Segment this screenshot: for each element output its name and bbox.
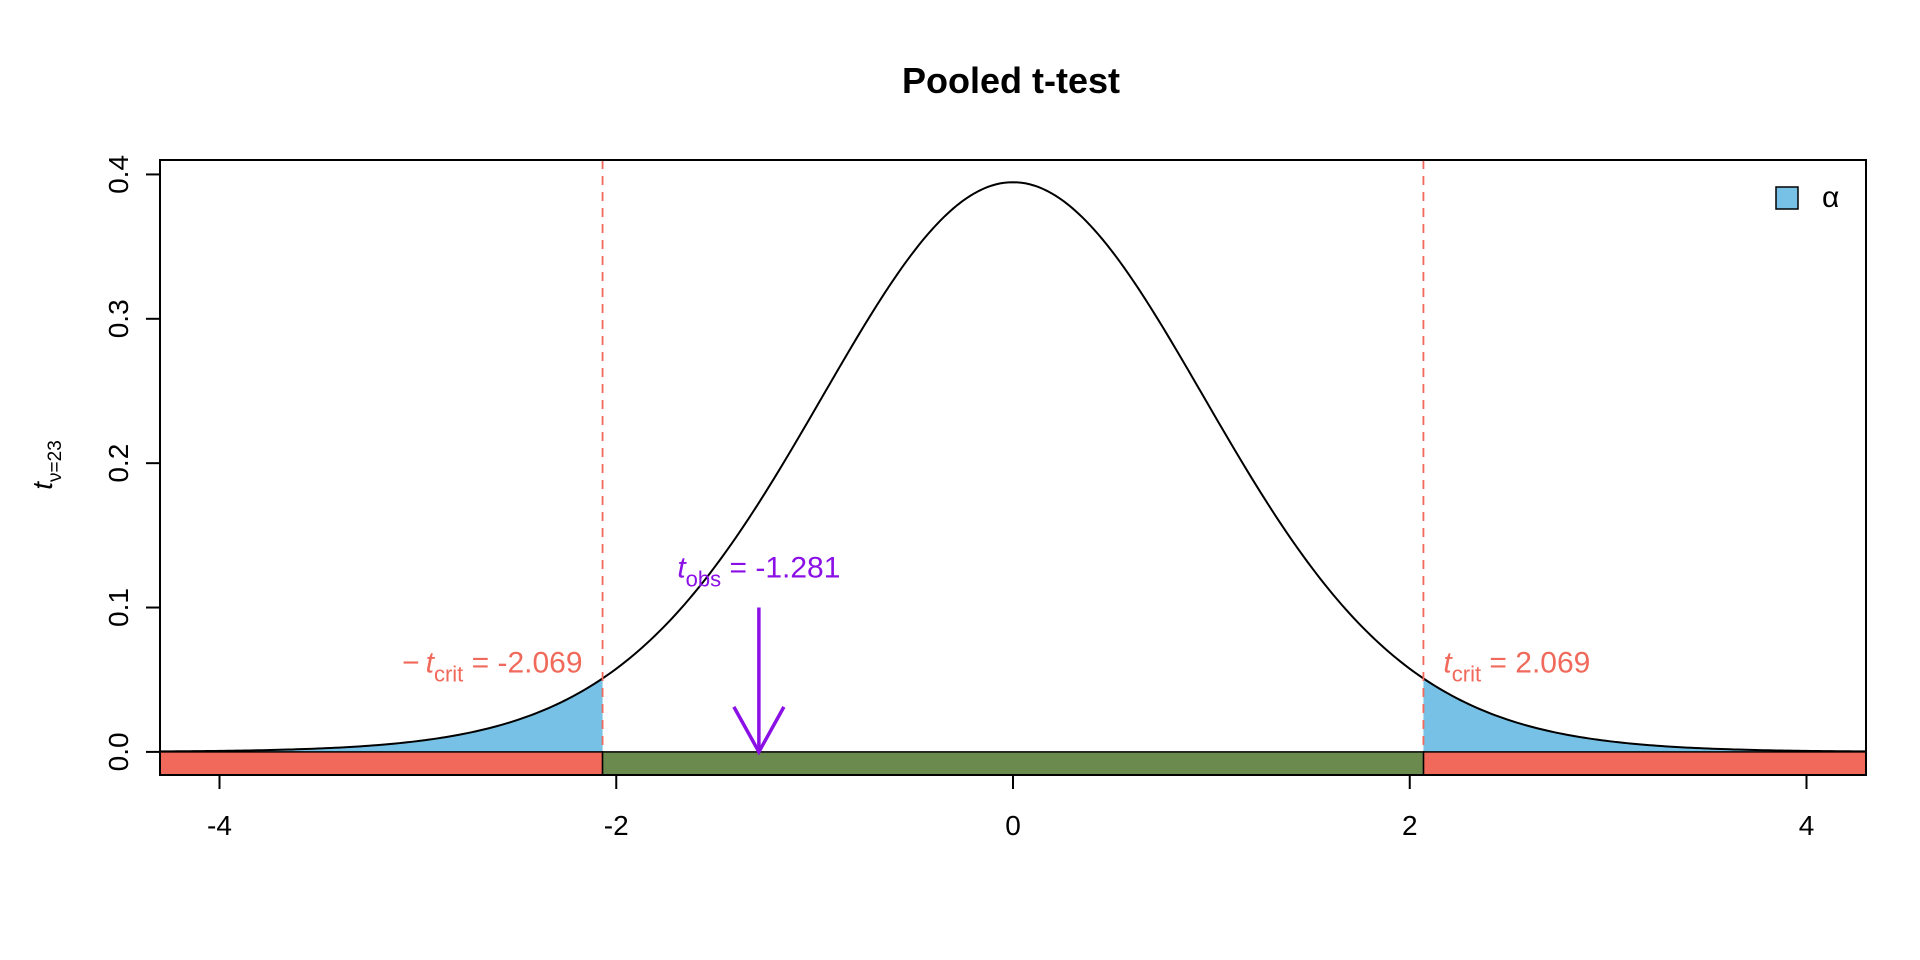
t-obs-label: tobs = -1.281 [677,552,840,592]
legend-alpha-swatch [1775,186,1799,210]
density-curve [159,181,1867,753]
x-tick-label: 4 [1799,810,1815,841]
legend-alpha-label: α [1822,181,1839,214]
x-tick-label: -2 [604,810,629,841]
chart-title: Pooled t-test [902,60,1120,101]
x-tick-label: -4 [207,810,232,841]
t-crit-positive-label: tcrit = 2.069 [1443,647,1590,687]
y-tick-label: 0.2 [103,444,134,483]
t-crit-negative-label: − tcrit = -2.069 [402,647,582,687]
y-tick-label: 0.1 [103,588,134,627]
rejection-region-left [159,751,604,776]
alpha-region-right [1423,678,1866,752]
y-tick-label: 0.4 [103,155,134,194]
x-tick-label: 2 [1402,810,1418,841]
plot-frame [159,159,1867,776]
x-tick-label: 0 [1005,810,1021,841]
rejection-region-right [1422,751,1867,776]
acceptance-region [601,751,1425,776]
y-axis-label: tν=23 [27,440,66,490]
observed-arrow-head [732,706,786,756]
y-tick-label: 0.0 [103,732,134,771]
plot-area [146,159,1867,789]
legend: α [1775,181,1839,214]
alpha-region-left [160,678,603,752]
y-tick-label: 0.3 [103,299,134,338]
